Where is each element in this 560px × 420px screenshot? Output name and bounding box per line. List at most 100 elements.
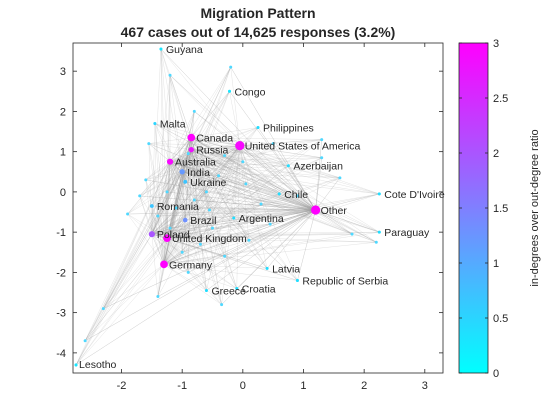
edge: [166, 165, 289, 239]
edge: [157, 209, 316, 217]
edge: [163, 145, 241, 265]
edge: [157, 171, 183, 297]
edge: [151, 199, 195, 235]
node-label: Chile: [284, 189, 308, 201]
edge: [166, 207, 177, 239]
edge: [169, 91, 230, 162]
node-label: Malta: [160, 118, 186, 130]
network-node: [183, 179, 188, 184]
edge: [75, 209, 316, 366]
edge: [157, 209, 316, 297]
edge: [166, 191, 316, 211]
edge: [145, 161, 171, 181]
edge: [166, 153, 189, 239]
edge: [170, 161, 380, 195]
node-label: India: [187, 167, 210, 179]
edge: [181, 171, 201, 245]
edge: [182, 127, 259, 172]
edge: [169, 161, 280, 195]
edge: [236, 209, 316, 289]
network-node: [163, 234, 171, 243]
edge: [191, 111, 195, 150]
edge: [206, 191, 316, 211]
node-label: Germany: [169, 259, 213, 271]
edge: [191, 145, 240, 150]
network-node: [320, 138, 324, 142]
edge: [163, 209, 316, 265]
edge: [166, 227, 213, 239]
network-node: [295, 194, 299, 198]
node-label: Russia: [196, 145, 228, 157]
edge: [166, 183, 247, 239]
edge: [182, 161, 243, 173]
plot-frame: [72, 42, 444, 374]
network-node: [271, 142, 275, 146]
edge: [315, 209, 353, 235]
edge: [181, 171, 207, 291]
network-node: [232, 216, 236, 220]
edge: [229, 91, 241, 146]
edge: [163, 264, 237, 289]
edge: [191, 149, 377, 243]
edge: [151, 139, 322, 235]
edge: [166, 161, 171, 239]
node-label: Ukraine: [190, 177, 226, 189]
edge: [160, 49, 165, 265]
edge: [239, 145, 316, 211]
edge: [151, 209, 316, 235]
y-tick-label: 1: [60, 147, 66, 159]
chart-title: Migration Pattern: [200, 5, 316, 21]
edge: [75, 149, 192, 366]
edge: [191, 149, 213, 229]
edge: [169, 161, 298, 281]
edge: [288, 165, 316, 211]
edge: [242, 161, 316, 211]
edge: [191, 137, 280, 195]
edge: [145, 179, 165, 265]
edge: [188, 145, 241, 273]
edge: [191, 137, 238, 289]
y-tick-label: -1: [56, 227, 66, 239]
edge: [191, 137, 322, 158]
edge: [288, 165, 316, 211]
edge: [151, 215, 159, 235]
node-label: United States of America: [245, 141, 361, 153]
edge: [185, 209, 316, 221]
edge: [148, 143, 316, 211]
edge: [191, 149, 219, 176]
edge: [191, 149, 247, 185]
edge: [166, 149, 192, 239]
edge: [185, 181, 316, 211]
edge: [145, 149, 192, 181]
edge: [191, 137, 316, 211]
edge: [181, 171, 222, 305]
edge: [191, 149, 280, 195]
edge: [182, 139, 322, 173]
x-tick-label: 1: [300, 380, 306, 392]
edge: [191, 149, 243, 162]
edge: [185, 145, 241, 221]
edge: [191, 137, 213, 229]
chart-subtitle: 467 cases out of 14,625 responses (3.2%): [120, 24, 396, 40]
edge: [163, 264, 268, 269]
edge: [103, 161, 171, 309]
edge: [181, 137, 192, 172]
y-axis: -4 -3 -2 -1 0 1 2 3: [56, 66, 443, 360]
edge: [163, 143, 274, 265]
edge: [169, 161, 316, 211]
edge: [157, 209, 316, 217]
edge: [151, 217, 234, 235]
edge: [182, 209, 316, 253]
edge: [181, 171, 186, 221]
edge: [154, 123, 316, 211]
edge: [191, 137, 353, 235]
edge: [163, 264, 298, 281]
edge: [181, 149, 192, 172]
edge: [191, 149, 222, 305]
edge: [163, 231, 380, 265]
edge: [191, 149, 316, 211]
edge: [154, 123, 183, 172]
edge: [191, 149, 316, 211]
network-node: [186, 152, 190, 156]
edge: [163, 264, 222, 305]
